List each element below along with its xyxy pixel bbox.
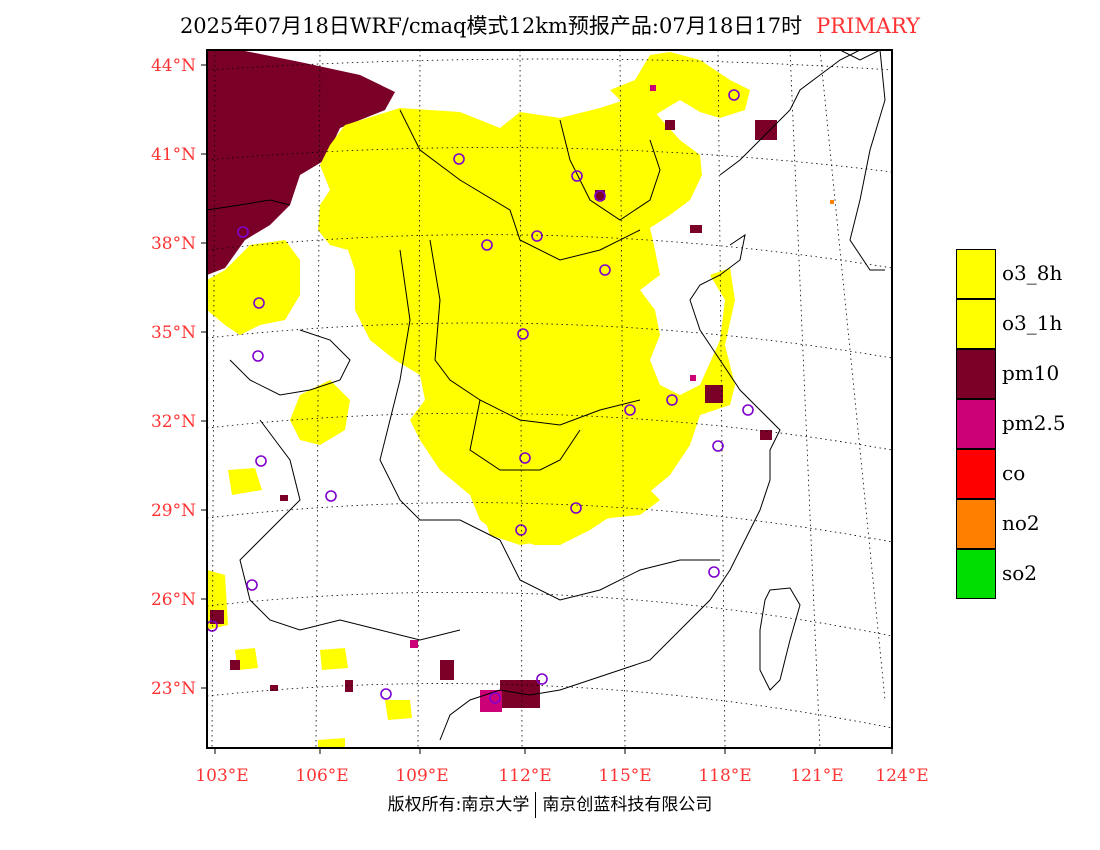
station-markers [207,89,754,704]
plot-frame [206,49,893,749]
legend-label-o3-1h: o3_1h [1002,311,1063,335]
station-marker-26 [489,692,501,704]
legend-swatch-co [956,449,996,499]
station-marker-4 [481,239,493,251]
legend-label-so2: so2 [1002,561,1038,585]
legend-swatch-so2 [956,549,996,599]
copyright-left: 版权所有:南京大学 [387,795,530,815]
station-marker-2 [237,226,249,238]
lat-label-38: 38°N [151,234,196,254]
legend-label-pm10: pm10 [1002,361,1060,385]
station-marker-3 [253,297,265,309]
pm10-region [207,50,395,275]
station-marker-13 [666,394,678,406]
legend-label-pm25: pm2.5 [1002,411,1066,435]
tick-marks [201,64,893,754]
lat-label-29: 29°N [151,501,196,521]
o3-region-jiangxi [485,470,660,545]
lat-label-35: 35°N [151,323,196,343]
copyright-right: 南京创蓝科技有限公司 [542,795,713,815]
lat-label-23: 23°N [151,679,196,699]
station-marker-10 [517,328,529,340]
legend-swatch-o3-8h [956,249,996,299]
station-marker-12 [624,404,636,416]
station-marker-16 [519,452,531,464]
station-marker-1 [453,153,465,165]
copyright-footer: 版权所有:南京大学 南京创蓝科技有限公司 [0,790,1100,818]
station-marker-23 [207,620,218,632]
lon-label-115: 115°E [598,766,651,786]
legend-swatch-pm10 [956,349,996,399]
boundaries [207,50,886,741]
map-title: 2025年07月18日WRF/cmaq模式12km预报产品:07月18日17时 P… [0,10,1100,40]
lon-label-118: 118°E [698,766,751,786]
station-marker-19 [570,502,582,514]
lon-label-112: 112°E [498,766,551,786]
latitude-labels: 44°N 41°N 38°N 35°N 32°N 29°N 26°N 23°N [151,56,196,699]
station-marker-11 [252,350,264,362]
plot-content [207,50,892,748]
o3-region-northeast [610,52,750,118]
legend-swatch-o3-1h [956,299,996,349]
lat-label-44: 44°N [151,56,196,76]
o3-region-main [318,95,735,545]
legend-swatch-pm25 [956,399,996,449]
lon-label-121: 121°E [790,766,843,786]
o3-region-sw [290,380,350,445]
station-marker-7 [594,190,606,202]
station-marker-22 [246,579,258,591]
station-marker-8 [599,264,611,276]
station-marker-17 [255,455,267,467]
station-marker-14 [742,404,754,416]
station-marker-5 [531,230,543,242]
legend-swatch-no2 [956,499,996,549]
station-marker-21 [708,566,720,578]
legend-label-o3-8h: o3_8h [1002,261,1063,285]
station-marker-18 [325,490,337,502]
station-marker-25 [380,688,392,700]
station-marker-24 [536,673,548,685]
lat-label-32: 32°N [151,412,196,432]
legend-label-co: co [1002,461,1026,485]
lon-label-109: 109°E [395,766,448,786]
graticule [207,50,892,748]
primary-tag: PRIMARY [816,14,921,38]
longitude-labels: 103°E 106°E 109°E 112°E 115°E 118°E 121°… [195,766,928,786]
lon-label-103: 103°E [195,766,248,786]
lon-label-106: 106°E [295,766,348,786]
legend-label-no2: no2 [1002,511,1040,535]
footer-separator [535,792,537,818]
station-marker-15 [712,440,724,452]
o3-region-west [207,240,300,335]
lat-label-41: 41°N [151,145,196,165]
lon-label-124: 124°E [875,766,928,786]
lat-label-26: 26°N [151,590,196,610]
station-marker-6 [571,170,583,182]
title-text: 2025年07月18日WRF/cmaq模式12km预报产品:07月18日17时 [179,14,803,38]
station-marker-9 [728,89,740,101]
